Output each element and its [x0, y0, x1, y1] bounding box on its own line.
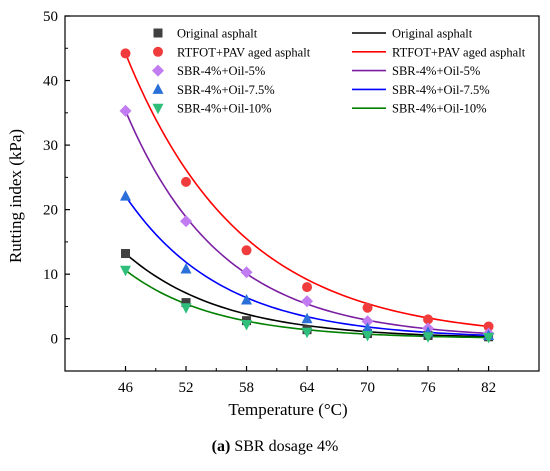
x-tick-label: 64 [300, 380, 316, 396]
legend-fit-label: SBR-4%+Oil-7.5% [392, 83, 490, 97]
data-point [302, 282, 313, 293]
data-point [483, 332, 495, 344]
fit-curve [124, 252, 489, 338]
legend-marker [153, 46, 163, 57]
x-axis-ticks: 46 52 58 64 70 76 82 [118, 366, 496, 396]
legend-label: Original asphalt [177, 27, 258, 41]
x-tick-label: 58 [239, 380, 254, 396]
legend-marker [153, 28, 163, 38]
legend: Original asphalt Original asphalt RTFOT+PA… [152, 27, 526, 116]
figure-caption: (a) SBR dosage 4% [0, 438, 550, 456]
data-point [180, 263, 192, 274]
data-point [422, 332, 434, 343]
plot-border [64, 15, 540, 372]
y-tick-label: 30 [43, 138, 58, 154]
plot-frame [64, 15, 540, 372]
data-point [362, 331, 374, 342]
legend-marker [152, 64, 164, 77]
data-point [180, 303, 192, 314]
legend-fit-label: SBR-4%+Oil-10% [392, 102, 487, 116]
x-axis-title: Temperature (°C) [228, 400, 347, 419]
y-tick-label: 50 [43, 9, 58, 25]
data-point [120, 48, 131, 59]
legend-label: SBR-4%+Oil-5% [177, 64, 265, 78]
data-point [483, 321, 494, 332]
legend-marker [152, 103, 164, 115]
data-point [181, 298, 191, 308]
data-point [180, 215, 193, 228]
data-point [241, 294, 253, 305]
y-axis-ticks: 0 10 20 30 40 50 [43, 9, 70, 372]
data-point [241, 320, 253, 331]
data-point [362, 302, 373, 313]
x-tick-label: 70 [360, 380, 375, 396]
legend-label: SBR-4%+Oil-7.5% [177, 83, 275, 97]
legend-fit-label: Original asphalt [392, 27, 473, 41]
legend-marker [152, 83, 164, 94]
data-point [301, 312, 313, 324]
data-point [361, 315, 374, 328]
caption-text: SBR dosage 4% [230, 438, 339, 455]
y-tick-label: 0 [51, 332, 59, 348]
data-point [120, 190, 132, 201]
data-point [181, 176, 192, 187]
data-point [362, 322, 374, 333]
data-point [301, 327, 313, 339]
data-point [301, 295, 314, 308]
data-point [423, 314, 434, 325]
x-tick-label: 52 [179, 380, 194, 396]
legend-fit-label: RTFOT+PAV aged asphalt [392, 45, 526, 59]
data-point [119, 104, 132, 117]
data-point [241, 245, 252, 256]
data-point [121, 249, 131, 259]
y-tick-label: 20 [43, 203, 58, 219]
legend-label: SBR-4%+Oil-10% [177, 102, 272, 116]
y-tick-label: 10 [43, 267, 58, 283]
y-tick-label: 40 [43, 74, 58, 90]
caption-label: (a) [211, 438, 231, 455]
data-points [119, 48, 495, 344]
x-tick-label: 82 [481, 380, 496, 396]
x-tick-label: 46 [118, 380, 134, 396]
rutting-index-chart: 0 10 20 30 40 50 46 52 58 64 70 76 82 Original asph… [6, 9, 540, 419]
x-tick-label: 76 [421, 380, 437, 396]
legend-fit-label: SBR-4%+Oil-5% [392, 64, 480, 78]
y-axis-title: Rutting index (kPa) [6, 129, 25, 263]
legend-label: RTFOT+PAV aged asphalt [177, 45, 311, 59]
data-point [240, 266, 253, 279]
data-point [120, 265, 132, 277]
